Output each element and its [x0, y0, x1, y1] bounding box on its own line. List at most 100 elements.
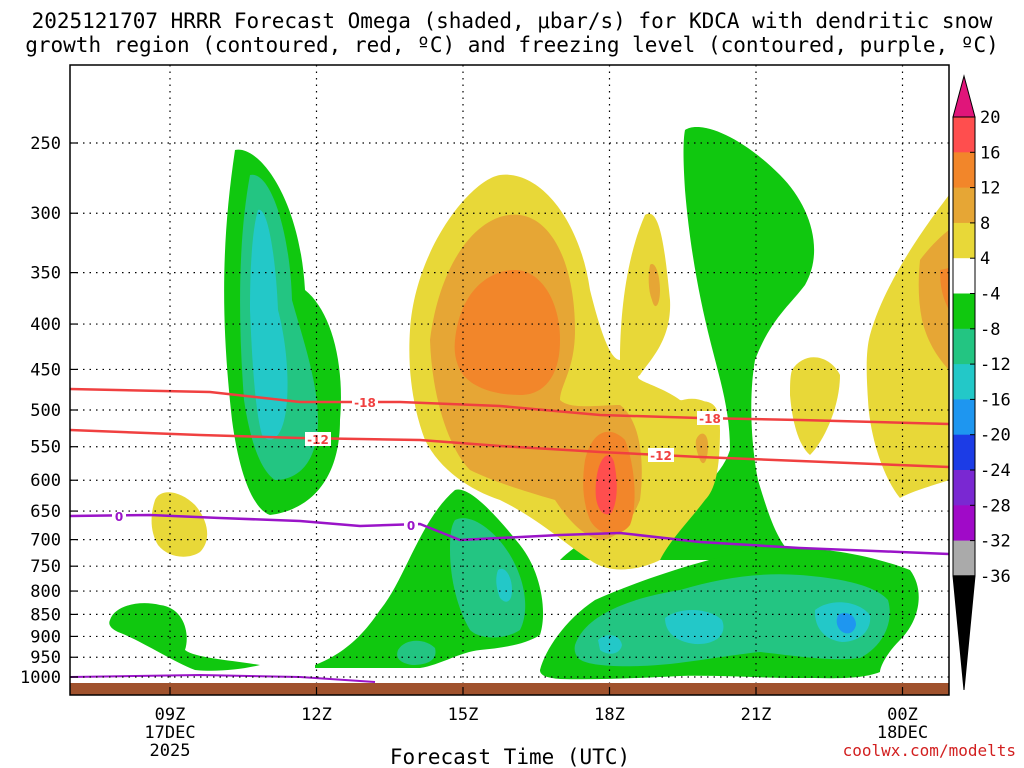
colorbar-label: -28 — [980, 496, 1011, 516]
colorbar-label: -36 — [980, 567, 1011, 587]
colorbar-band — [953, 187, 975, 224]
omega-upper-right-blob — [560, 127, 815, 560]
x-tick-label: 00Z — [887, 705, 918, 725]
y-tick-label: 600 — [30, 471, 61, 491]
x-tick-sublabel: 2025 — [150, 741, 191, 761]
omega-lower-right-green — [540, 547, 919, 680]
colorbar-band — [953, 328, 975, 365]
colorbar-label: -12 — [980, 355, 1011, 375]
y-tick-label: 350 — [30, 264, 61, 284]
x-tick-label: 15Z — [448, 705, 479, 725]
chart-title-line-2: growth region (contoured, red, ºC) and f… — [25, 33, 999, 57]
colorbar-label: 8 — [980, 214, 990, 234]
omega-shade-green — [109, 603, 260, 671]
y-tick-label: 450 — [30, 360, 61, 380]
dgz-top-contour — [70, 387, 949, 426]
colorbar-label: 12 — [980, 179, 1000, 199]
colorbar-band — [953, 364, 975, 400]
colorbar-label: -4 — [980, 285, 1000, 305]
colorbar-label: -16 — [980, 390, 1011, 410]
omega-shade-orange — [940, 268, 949, 310]
colorbar-band — [953, 399, 975, 436]
colorbar-band — [953, 258, 975, 294]
y-tick-label: 700 — [30, 531, 61, 551]
omega-shade-gold — [918, 230, 949, 370]
omega-small-left-positive — [151, 492, 208, 557]
contour-labels: -18 -18 -12 -12 0 0 — [112, 395, 723, 533]
omega-shade-green — [560, 127, 815, 560]
y-tick-label: 750 — [30, 557, 61, 577]
ground-surface — [70, 683, 949, 695]
colorbar-label: 20 — [980, 108, 1000, 128]
plot-frame — [69, 64, 950, 696]
x-tick-label: 09Z — [155, 705, 186, 725]
colorbar-label: -24 — [980, 461, 1011, 481]
omega-shade-cyan — [496, 568, 512, 602]
y-tick-label: 550 — [30, 438, 61, 458]
colorbar-band — [953, 293, 975, 330]
x-tick-label: 21Z — [741, 705, 772, 725]
chart-title-line-1: 2025121707 HRRR Forecast Omega (shaded, … — [31, 9, 993, 33]
x-tick-sublabel: 18DEC — [877, 723, 928, 743]
credit-text: coolwx.com/modelts — [843, 741, 1016, 760]
omega-shade-blue — [836, 613, 856, 634]
y-tick-label: 800 — [30, 582, 61, 602]
y-tick-label: 850 — [30, 605, 61, 625]
colorbar-band — [953, 434, 975, 471]
x-tick-label: 12Z — [301, 705, 332, 725]
colorbar: 20 16 12 8 4 -4 -8 -12 -16 -20 -24 -28 -32 -36 — [952, 74, 1011, 691]
omega-central-positive — [409, 174, 720, 570]
omega-shading — [70, 127, 949, 683]
colorbar-band — [953, 152, 975, 189]
colorbar-band — [953, 540, 975, 577]
dgz-bottom-contour — [70, 428, 949, 469]
colorbar-top-arrow — [952, 74, 976, 118]
omega-lower-mid-green — [315, 489, 544, 668]
dgz-bottom-label: -12 — [307, 433, 329, 447]
omega-shade-gold — [648, 264, 660, 307]
colorbar-band — [953, 222, 975, 259]
y-axis: 2503003504004505005506006507007508008509… — [20, 134, 78, 688]
colorbar-band — [953, 470, 975, 506]
omega-lower-left-green — [109, 603, 260, 671]
omega-shade-seagreen — [450, 518, 526, 638]
omega-shade-yellow — [790, 357, 840, 455]
y-tick-label: 950 — [30, 648, 61, 668]
omega-upper-left-blob — [224, 149, 341, 515]
y-tick-label: 400 — [30, 315, 61, 335]
colorbar-band — [953, 117, 975, 153]
colorbar-label: -8 — [980, 320, 1000, 340]
colorbar-band — [953, 505, 975, 542]
dgz-top-label: -18 — [699, 412, 721, 426]
colorbar-frame — [952, 116, 976, 577]
y-tick-label: 300 — [30, 204, 61, 224]
y-tick-label: 650 — [30, 502, 61, 522]
omega-shade-seagreen — [397, 640, 436, 665]
colorbar-label: -20 — [980, 426, 1011, 446]
surface-purple-contour — [70, 673, 376, 683]
x-tick-label: 18Z — [594, 705, 625, 725]
colorbar-label: 4 — [980, 249, 990, 269]
colorbar-label: 16 — [980, 143, 1000, 163]
x-axis-label: Forecast Time (UTC) — [390, 745, 630, 768]
omega-shade-orange — [454, 270, 560, 395]
omega-shade-seagreen — [574, 574, 890, 667]
y-tick-label: 500 — [30, 401, 61, 421]
dgz-bottom-label: -12 — [650, 449, 672, 463]
omega-shade-red — [595, 455, 617, 515]
y-tick-label: 900 — [30, 627, 61, 647]
freezing-level-label: 0 — [115, 510, 123, 524]
colorbar-label: -32 — [980, 532, 1011, 552]
omega-shade-yellow — [151, 492, 208, 557]
gridlines — [70, 65, 949, 695]
dgz-top-label: -18 — [354, 396, 376, 410]
omega-shade-cyan — [665, 609, 724, 645]
y-tick-label: 1000 — [20, 668, 61, 688]
colorbar-bottom-arrow — [952, 575, 976, 691]
freezing-level-label: 0 — [407, 519, 415, 533]
y-tick-label: 250 — [30, 134, 61, 154]
x-tick-sublabel: 17DEC — [144, 723, 195, 743]
omega-shade-cyan — [250, 209, 288, 440]
